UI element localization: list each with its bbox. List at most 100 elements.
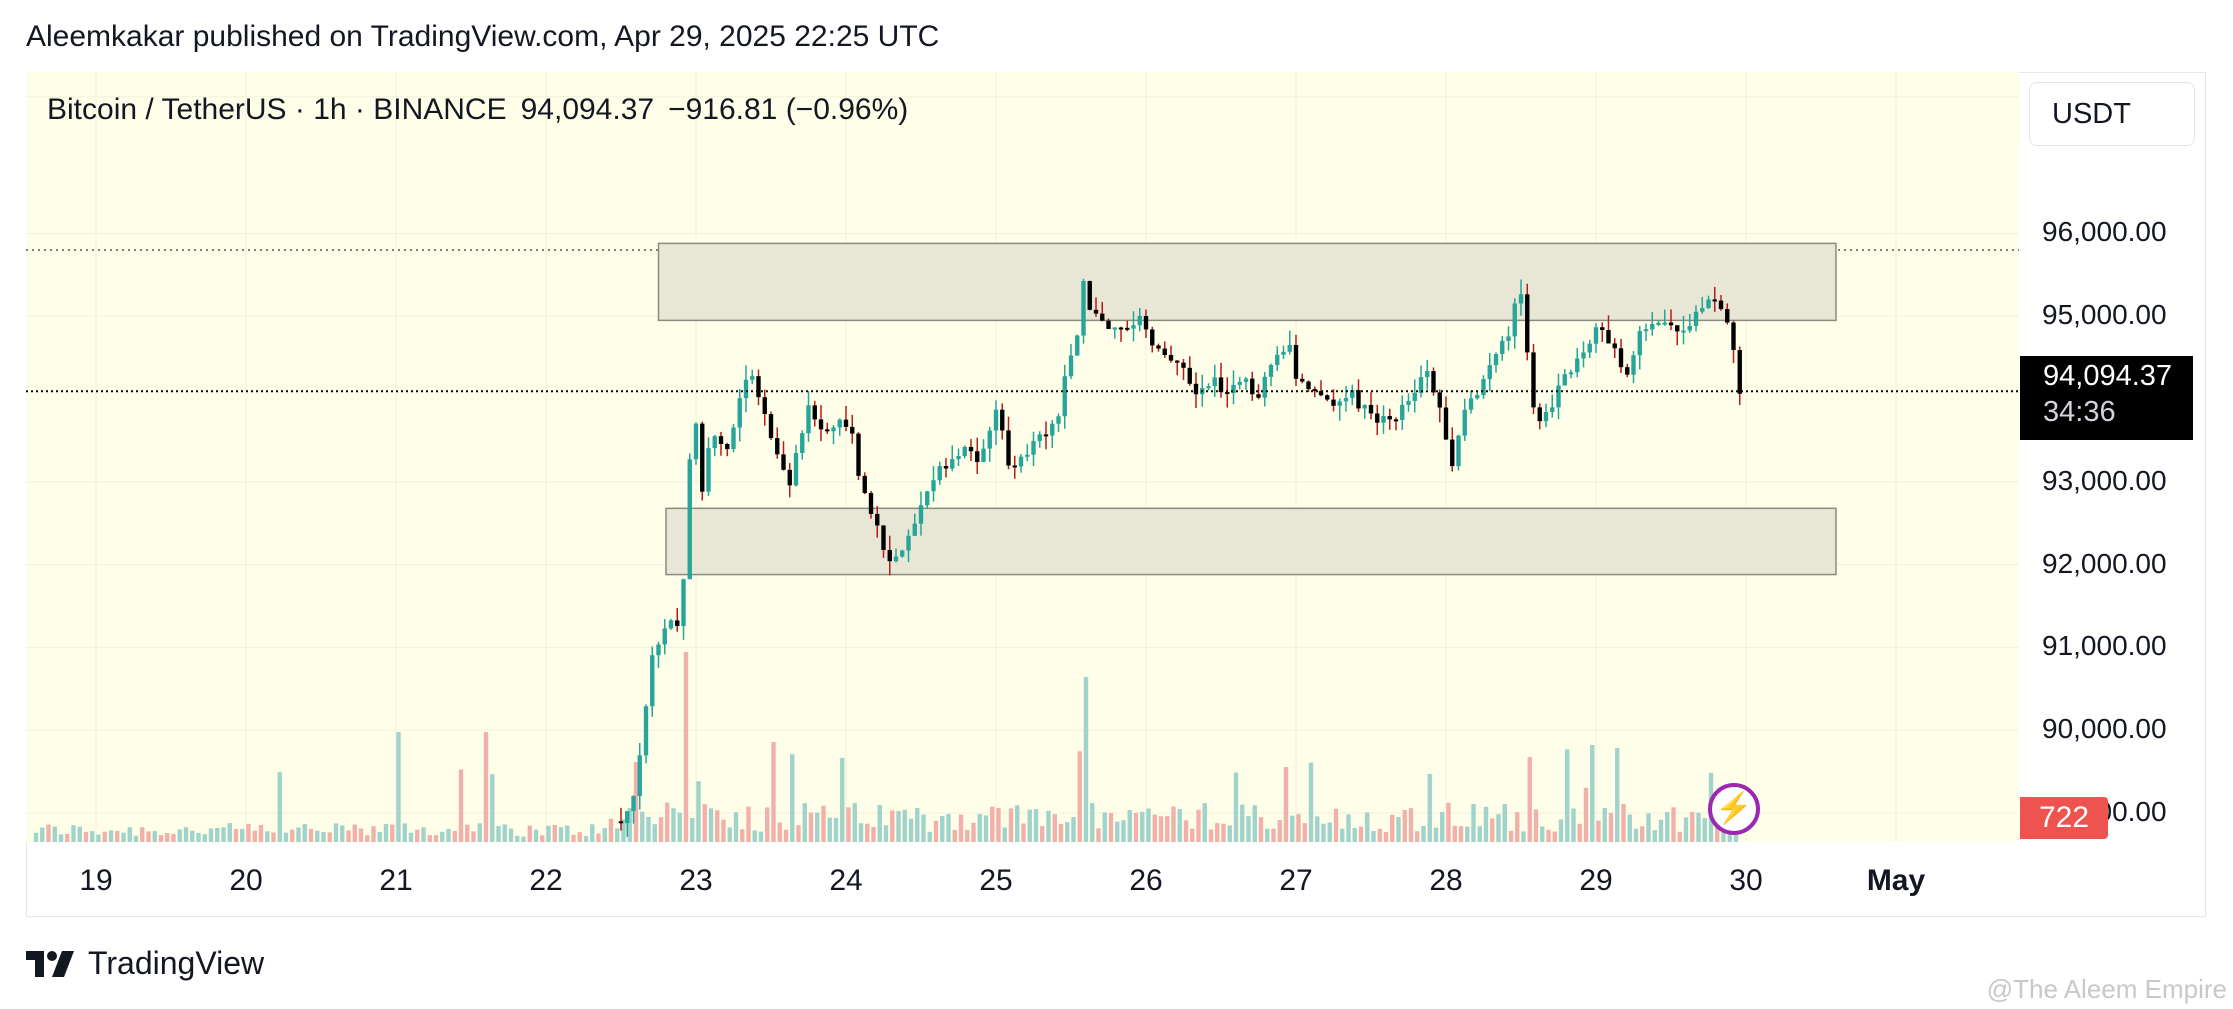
volume-bar xyxy=(758,831,764,842)
symbol-name: Bitcoin / TetherUS · 1h · BINANCE xyxy=(47,93,507,126)
time-tick-label: May xyxy=(1866,864,1926,897)
candle-body xyxy=(975,451,980,463)
time-tick-label: 22 xyxy=(529,864,563,897)
last-price-value: 94,094.37 xyxy=(2043,360,2173,392)
volume-bar xyxy=(1215,823,1220,842)
candle-body xyxy=(1331,399,1336,406)
volume-bar xyxy=(96,834,101,842)
volume-bar xyxy=(1202,803,1207,842)
candle-body xyxy=(1206,386,1211,389)
volume-bar xyxy=(1052,814,1057,842)
volume-bar xyxy=(290,829,295,842)
candle-body xyxy=(806,405,811,434)
candle-body xyxy=(837,419,842,428)
volume-bar xyxy=(446,828,451,842)
volume-bar xyxy=(1108,812,1114,842)
volume-bar xyxy=(252,830,257,842)
volume-bar xyxy=(1490,818,1495,842)
volume-bar xyxy=(1458,826,1464,842)
volume-bar xyxy=(765,807,770,842)
candle-body xyxy=(775,438,780,455)
volume-bar xyxy=(302,824,307,842)
candle-body xyxy=(1318,391,1324,396)
tradingview-logo-icon[interactable] xyxy=(26,951,78,977)
candle-body xyxy=(968,446,974,452)
volume-bar xyxy=(740,829,745,842)
candle-body xyxy=(1706,299,1711,309)
volume-bar xyxy=(896,811,901,842)
volume-bar xyxy=(883,825,889,842)
brand[interactable]: TradingView xyxy=(26,945,264,982)
volume-bar xyxy=(83,831,89,842)
candle-body xyxy=(1568,372,1574,375)
volume-bar xyxy=(1302,823,1307,842)
candle-body xyxy=(1325,395,1330,400)
volume-bar xyxy=(1271,828,1276,842)
legend-price: 94,094.37 xyxy=(520,93,655,126)
candle-body xyxy=(1406,400,1411,405)
candle-body xyxy=(1425,371,1430,378)
candle-body xyxy=(1543,411,1549,422)
volume-bar xyxy=(815,812,820,842)
volume-bar xyxy=(752,830,757,842)
candle-body xyxy=(1687,325,1692,331)
volume-bar xyxy=(227,823,232,842)
volume-bar xyxy=(215,827,220,842)
volume-bar xyxy=(683,652,689,842)
volume-bar xyxy=(1596,820,1601,842)
currency-button[interactable]: USDT xyxy=(2029,82,2195,146)
volume-bar xyxy=(1171,806,1176,842)
candle-body xyxy=(893,556,899,562)
volume-bar xyxy=(421,827,426,842)
candle-body xyxy=(850,426,855,434)
volume-bar xyxy=(590,824,595,842)
volume-bar xyxy=(1652,830,1657,842)
candle-body xyxy=(987,430,992,449)
candle-body xyxy=(1725,309,1730,323)
volume-bar xyxy=(1227,825,1232,842)
volume-bar xyxy=(1602,807,1607,842)
volume-bar xyxy=(1427,773,1432,842)
volume-bar xyxy=(1690,811,1695,842)
candle-body xyxy=(1387,416,1392,420)
volume-bar xyxy=(390,824,395,842)
candle-body xyxy=(762,397,767,415)
volume-bar xyxy=(1146,808,1151,842)
volume-bar xyxy=(1340,828,1345,842)
volume-bar xyxy=(1233,772,1239,842)
price-tick-label: 93,000.00 xyxy=(2042,464,2167,496)
volume-bar xyxy=(1502,804,1507,842)
volume-bar xyxy=(1452,825,1457,842)
volume-bar xyxy=(46,824,51,842)
volume-bar xyxy=(1658,819,1664,842)
candle-body xyxy=(843,419,849,427)
candle-body xyxy=(1143,315,1149,330)
candle-body xyxy=(1118,327,1124,330)
volume-bar xyxy=(840,757,845,842)
candle-body xyxy=(1681,330,1686,333)
volume-bar xyxy=(452,830,457,842)
volume-bar xyxy=(177,829,182,842)
candle-body xyxy=(1656,322,1661,325)
lightning-bolt-icon[interactable]: ⚡ xyxy=(1708,783,1760,835)
volume-bar xyxy=(1421,826,1426,842)
price-tick-label: 91,000.00 xyxy=(2042,630,2167,662)
volume-bar xyxy=(640,811,645,842)
volume-bar xyxy=(552,824,557,842)
candle-body xyxy=(687,459,692,580)
candle-body xyxy=(1662,322,1667,325)
candle-body xyxy=(1637,331,1642,356)
candle-body xyxy=(662,628,667,645)
volume-bar xyxy=(1346,814,1351,842)
volume-bar xyxy=(1408,808,1414,842)
volume-bar xyxy=(977,813,982,842)
candle-body xyxy=(1156,345,1161,349)
candle-body xyxy=(1293,344,1299,379)
volume-bar xyxy=(1333,808,1339,842)
candle-body xyxy=(881,525,886,550)
candle-body xyxy=(1193,383,1199,395)
candle-body xyxy=(1500,340,1505,354)
volume-bar xyxy=(352,824,357,842)
volume-bar xyxy=(1565,749,1570,842)
